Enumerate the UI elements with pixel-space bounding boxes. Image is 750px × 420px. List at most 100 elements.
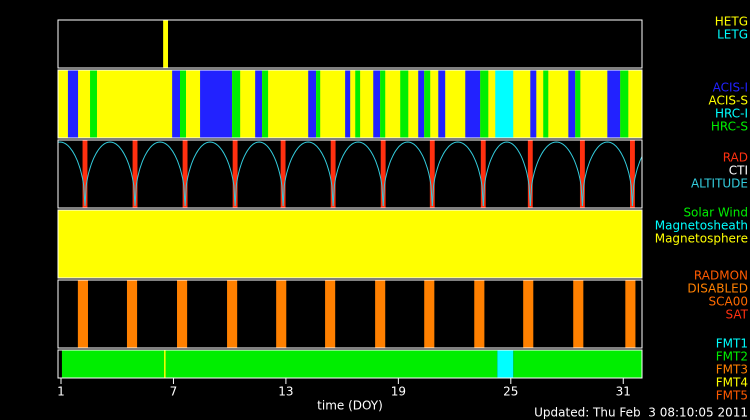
interval — [345, 70, 351, 138]
panel-frame — [57, 279, 643, 349]
interval — [527, 140, 533, 208]
interval — [200, 70, 233, 138]
altitude-arc — [529, 141, 583, 207]
altitude-arc — [332, 141, 384, 207]
legend-label: CTI — [729, 164, 748, 178]
altitude-group — [58, 141, 642, 207]
interval — [355, 70, 361, 138]
altitude-arc — [631, 155, 642, 207]
altitude-arc — [84, 141, 136, 207]
interval — [373, 70, 381, 138]
x-tick-label: 31 — [616, 385, 631, 399]
interval — [418, 70, 425, 138]
panel — [58, 280, 642, 348]
interval — [579, 140, 585, 208]
legend-label: RADMON — [694, 269, 748, 283]
interval — [262, 70, 269, 138]
panel-frame — [57, 349, 643, 379]
interval — [126, 280, 138, 348]
interval — [77, 280, 88, 348]
interval — [400, 70, 409, 138]
interval — [316, 70, 321, 138]
interval — [573, 280, 584, 348]
altitude-arc — [382, 141, 433, 207]
interval — [625, 280, 636, 348]
altitude-arc — [431, 141, 484, 207]
interval — [232, 140, 238, 208]
interval — [375, 280, 386, 348]
x-tick-label: 19 — [391, 385, 406, 399]
interval — [180, 70, 187, 138]
legend-label: SCA00 — [709, 295, 748, 309]
legend-label: Magnetosheath — [655, 219, 748, 233]
legend-label: SAT — [726, 308, 749, 322]
interval — [620, 70, 629, 138]
interval — [380, 140, 386, 208]
panel-frame — [57, 19, 643, 69]
legend-label: Solar Wind — [683, 206, 748, 220]
legend-label: DISABLED — [687, 282, 748, 296]
altitude-arc — [134, 141, 186, 207]
interval — [61, 350, 498, 378]
interval — [424, 70, 431, 138]
x-tick-label: 25 — [503, 385, 518, 399]
legend-label: FMT1 — [716, 337, 748, 351]
interval — [575, 70, 581, 138]
interval — [58, 210, 642, 278]
interval — [480, 70, 489, 138]
interval — [232, 70, 241, 138]
interval — [607, 70, 621, 138]
interval — [380, 70, 386, 138]
interval — [480, 140, 486, 208]
legend-label: HRC-I — [715, 107, 748, 121]
legend-label: FMT5 — [716, 389, 748, 403]
interval — [523, 280, 534, 348]
panel — [58, 20, 642, 68]
panel — [58, 140, 642, 208]
interval — [497, 350, 514, 378]
altitude-arc — [234, 141, 284, 207]
legend-label: RAD — [723, 151, 748, 165]
legend-label: ACIS-S — [709, 94, 748, 108]
legend-label: HETG — [715, 15, 748, 29]
legend-label: FMT4 — [716, 376, 748, 390]
interval — [465, 70, 481, 138]
panel-frame — [57, 139, 643, 209]
altitude-arc — [581, 141, 633, 207]
interval — [67, 70, 79, 138]
interval — [308, 70, 317, 138]
legend-label: ACIS-I — [713, 81, 748, 95]
interval — [495, 70, 514, 138]
interval — [568, 70, 576, 138]
interval — [172, 70, 181, 138]
legend-label: ALTITUDE — [691, 177, 748, 191]
altitude-arc — [58, 141, 86, 207]
x-tick-label: 7 — [170, 385, 178, 399]
legend-label: FMT2 — [716, 350, 748, 364]
interval — [429, 140, 435, 208]
interval — [255, 70, 263, 138]
interval — [163, 20, 169, 68]
interval — [182, 140, 188, 208]
legend-label: FMT3 — [716, 363, 748, 377]
x-tick-label: 1 — [57, 385, 65, 399]
altitude-arc — [184, 141, 236, 207]
x-tick-label: 13 — [278, 385, 293, 399]
interval — [530, 70, 537, 138]
interval — [82, 140, 88, 208]
interval — [280, 140, 286, 208]
x-axis-label: time (DOY) — [317, 399, 383, 413]
interval — [513, 350, 642, 378]
interval — [330, 140, 336, 208]
interval — [630, 140, 635, 208]
legend-label: HRC-S — [711, 120, 748, 134]
legend-label: LETG — [717, 28, 748, 42]
legend-label: Magnetosphere — [655, 232, 748, 246]
interval — [177, 280, 188, 348]
interval — [227, 280, 238, 348]
interval — [276, 280, 287, 348]
interval — [164, 350, 166, 378]
interval — [438, 70, 446, 138]
interval — [424, 280, 435, 348]
